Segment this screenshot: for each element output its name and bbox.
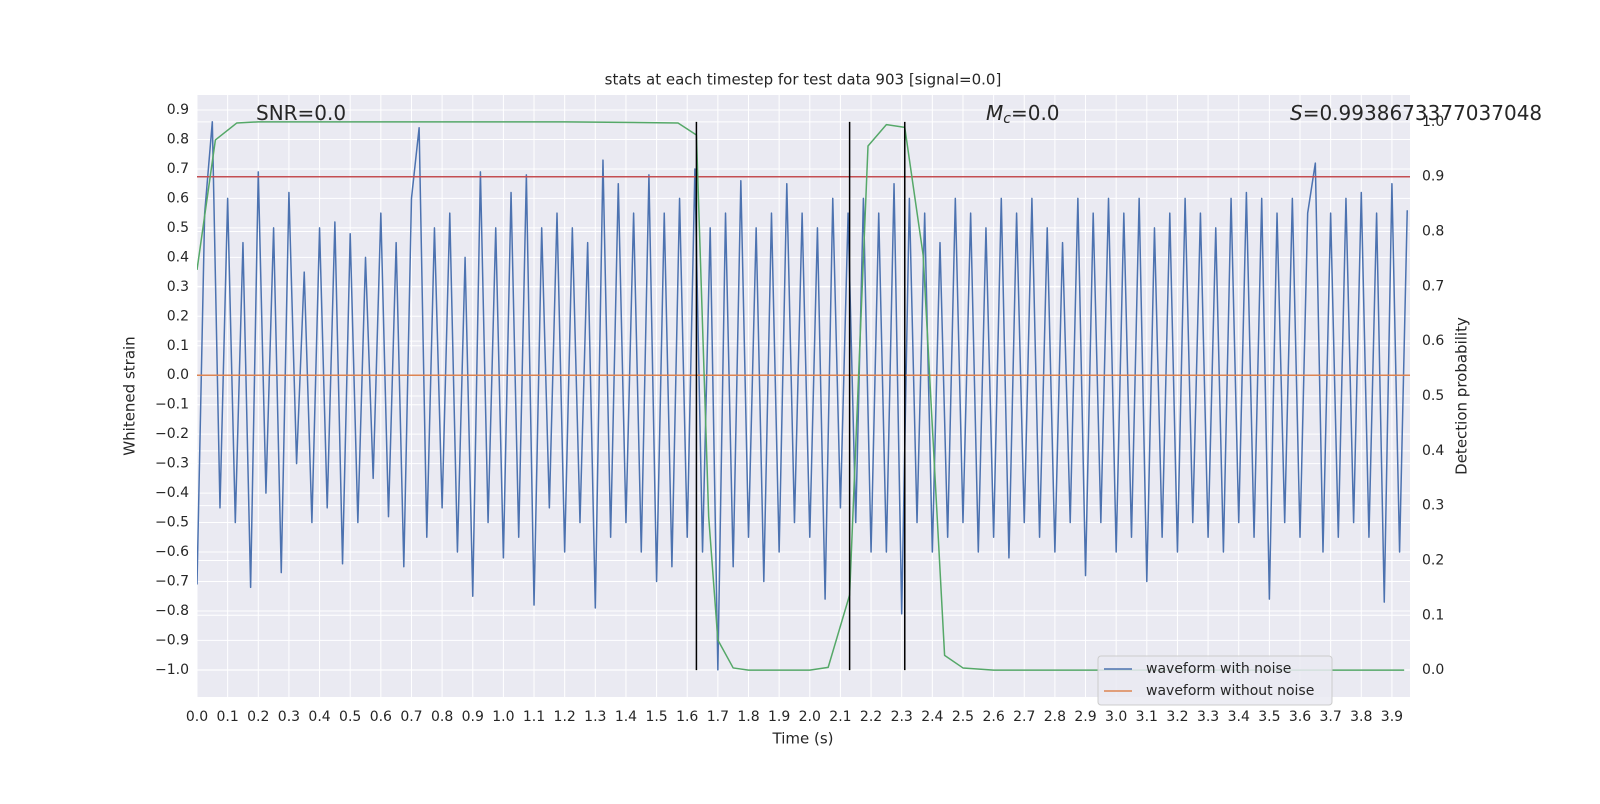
y2-tick-label: 0.5 [1422,388,1444,404]
x-tick-label: 0.9 [462,709,484,725]
x-tick-label: 0.1 [217,709,239,725]
y-tick-label: −0.6 [155,544,189,560]
probability-line [197,121,1405,671]
y-tick-label: 0.2 [167,308,189,324]
annotation-text: SNR=0.0 [256,101,346,125]
x-tick-label: 2.7 [1013,709,1035,725]
x-tick-label: 3.2 [1166,709,1188,725]
y-tick-label: 0.4 [167,249,189,265]
x-tick-label: 3.7 [1320,709,1342,725]
y-tick-label: −0.3 [155,456,189,472]
y-tick-label: −0.9 [155,632,189,648]
y-axis-label: Whitened strain [121,336,139,455]
legend-label: waveform with noise [1146,661,1291,677]
x-tick-label: 2.8 [1044,709,1066,725]
y2-tick-label: 0.8 [1422,224,1444,240]
legend-label: waveform without noise [1146,683,1314,699]
x-tick-label: 0.0 [186,709,208,725]
y-tick-label: −0.2 [155,426,189,442]
y-tick-label: 0.8 [167,131,189,147]
x-tick-label: 2.1 [829,709,851,725]
x-tick-label: 0.7 [400,709,422,725]
y2-tick-label: 0.0 [1422,662,1444,678]
y-tick-label: −0.7 [155,573,189,589]
y2-tick-label: 0.6 [1422,333,1444,349]
x-tick-label: 2.5 [952,709,974,725]
x-tick-label: 3.8 [1350,709,1372,725]
y-tick-label: −0.8 [155,603,189,619]
y-tick-label: 0.6 [167,190,189,206]
y-tick-label: 0.7 [167,161,189,177]
x-tick-label: 0.6 [370,709,392,725]
x-tick-label: 1.7 [707,709,729,725]
x-axis-label: Time (s) [772,730,834,748]
annotation-text: =0.9938673377037048 [1303,101,1542,125]
x-tick-label: 1.9 [768,709,790,725]
x-tick-label: 2.0 [799,709,821,725]
x-tick-label: 1.1 [523,709,545,725]
x-tick-label: 3.6 [1289,709,1311,725]
y-tick-label: −0.1 [155,397,189,413]
annotation-symbol: S [1290,101,1303,125]
x-tick-label: 2.2 [860,709,882,725]
x-tick-label: 1.6 [676,709,698,725]
x-tick-label: 0.4 [308,709,330,725]
x-tick-label: 1.5 [645,709,667,725]
x-tick-label: 3.4 [1228,709,1250,725]
y2-tick-label: 0.1 [1422,607,1444,623]
y2-tick-label: 0.7 [1422,278,1444,294]
y2-tick-label: 0.2 [1422,552,1444,568]
y2-tick-label: 1.0 [1422,114,1444,130]
annotation-symbol: M [986,101,1003,125]
y-tick-label: 0.1 [167,338,189,354]
y-tick-label: 0.5 [167,220,189,236]
y-tick-label: 0.9 [167,102,189,118]
annotation: Mc=0.0 [986,101,1060,128]
annotation: S=0.9938673377037048 [1290,101,1542,125]
annotation-subscript: c [1003,111,1011,127]
annotation: SNR=0.0 [256,101,346,125]
x-tick-label: 3.5 [1258,709,1280,725]
y-tick-label: 0.0 [167,367,189,383]
x-tick-label: 3.3 [1197,709,1219,725]
y-tick-label: −0.5 [155,515,189,531]
x-tick-label: 0.5 [339,709,361,725]
x-tick-label: 2.9 [1074,709,1096,725]
y-tick-label: −0.4 [155,485,189,501]
y2-tick-label: 0.9 [1422,169,1444,185]
x-tick-label: 3.0 [1105,709,1127,725]
x-tick-label: 0.2 [247,709,269,725]
chart-title: stats at each timestep for test data 903… [605,71,1002,89]
y2-tick-label: 0.4 [1422,443,1444,459]
x-tick-label: 1.3 [584,709,606,725]
legend-box [1097,655,1333,706]
y-tick-label: −1.0 [155,662,189,678]
series-line [197,121,1408,671]
x-tick-label: 1.2 [554,709,576,725]
y-tick-label: 0.3 [167,279,189,295]
annotation-text: =0.0 [1011,101,1060,125]
x-tick-label: 1.0 [492,709,514,725]
x-tick-label: 2.3 [891,709,913,725]
x-tick-label: 0.3 [278,709,300,725]
x-tick-label: 3.1 [1136,709,1158,725]
y2-tick-label: 0.3 [1422,498,1444,514]
x-tick-label: 1.8 [737,709,759,725]
y2-axis-label: Detection probability [1453,317,1471,475]
x-tick-label: 3.9 [1381,709,1403,725]
x-tick-label: 0.8 [431,709,453,725]
x-tick-label: 2.6 [982,709,1004,725]
x-tick-label: 2.4 [921,709,943,725]
x-tick-label: 1.4 [615,709,637,725]
